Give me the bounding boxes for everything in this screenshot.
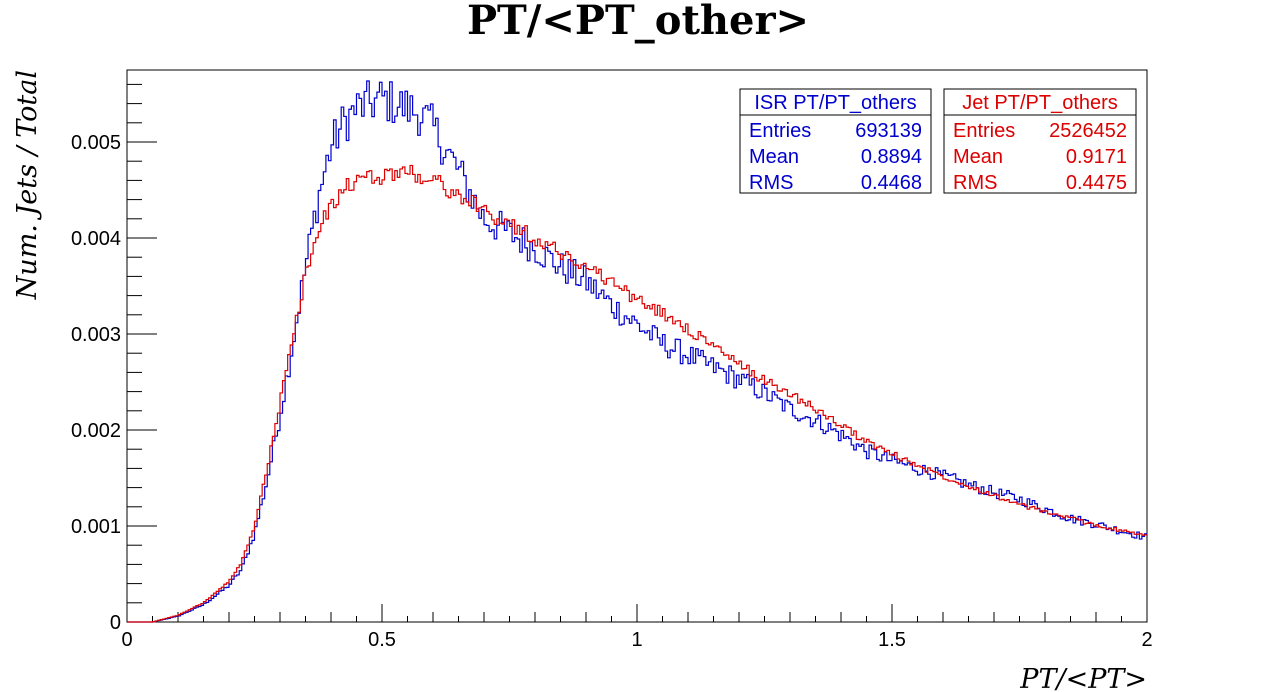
stat-label: RMS [953, 172, 997, 194]
stat-label: Mean [953, 146, 1003, 168]
y-tick-label: 0 [110, 612, 121, 634]
stat-value: 693139 [855, 120, 922, 142]
stat-box-frame [739, 88, 932, 194]
y-tick-label: 0.003 [71, 324, 121, 346]
stat-value: 2526452 [1049, 120, 1127, 142]
axis-ticks [126, 83, 1148, 623]
stat-label: RMS [749, 172, 793, 194]
stat-value: 0.4468 [861, 172, 922, 194]
stat-label: Entries [749, 120, 811, 142]
stat-boxes: ISR PT/PT_others Entries 693139 Mean 0.8894 R… [739, 88, 1137, 194]
stat-value: 0.9171 [1066, 146, 1127, 168]
stat-box-jet: Jet PT/PT_others Entries 2526452 Mean 0.9171… [943, 88, 1137, 194]
y-axis-title: Num. Jets / Total [12, 70, 43, 300]
stat-label: Entries [953, 120, 1015, 142]
x-tick-label: 2 [1141, 629, 1152, 651]
x-tick-label: 0 [121, 629, 132, 651]
y-tick-label: 0.002 [71, 420, 121, 442]
stat-box-title: ISR PT/PT_others [754, 92, 916, 114]
stat-label: Mean [749, 146, 799, 168]
axis-tick-labels: 0 0.5 1 1.5 2 0 0.001 0.002 0.003 0.004 0.005 [71, 132, 1153, 651]
x-tick-label: 1 [631, 629, 642, 651]
stat-box-title: Jet PT/PT_others [962, 92, 1118, 114]
series-line-jet [127, 164, 1147, 623]
stat-value: 0.4475 [1066, 172, 1127, 194]
x-axis-title: PT/<PT> [1019, 664, 1147, 692]
x-tick-label: 1.5 [878, 629, 906, 651]
stat-box-isr: ISR PT/PT_others Entries 693139 Mean 0.8894 R… [739, 88, 932, 194]
y-tick-label: 0.001 [71, 516, 121, 538]
x-tick-label: 0.5 [368, 629, 396, 651]
stat-box-frame [943, 88, 1137, 194]
y-tick-label: 0.004 [71, 228, 121, 250]
stat-value: 0.8894 [861, 146, 922, 168]
series-layer [127, 80, 1147, 623]
chart-title: PT/<PT_other> [467, 0, 809, 44]
y-tick-label: 0.005 [71, 132, 121, 154]
